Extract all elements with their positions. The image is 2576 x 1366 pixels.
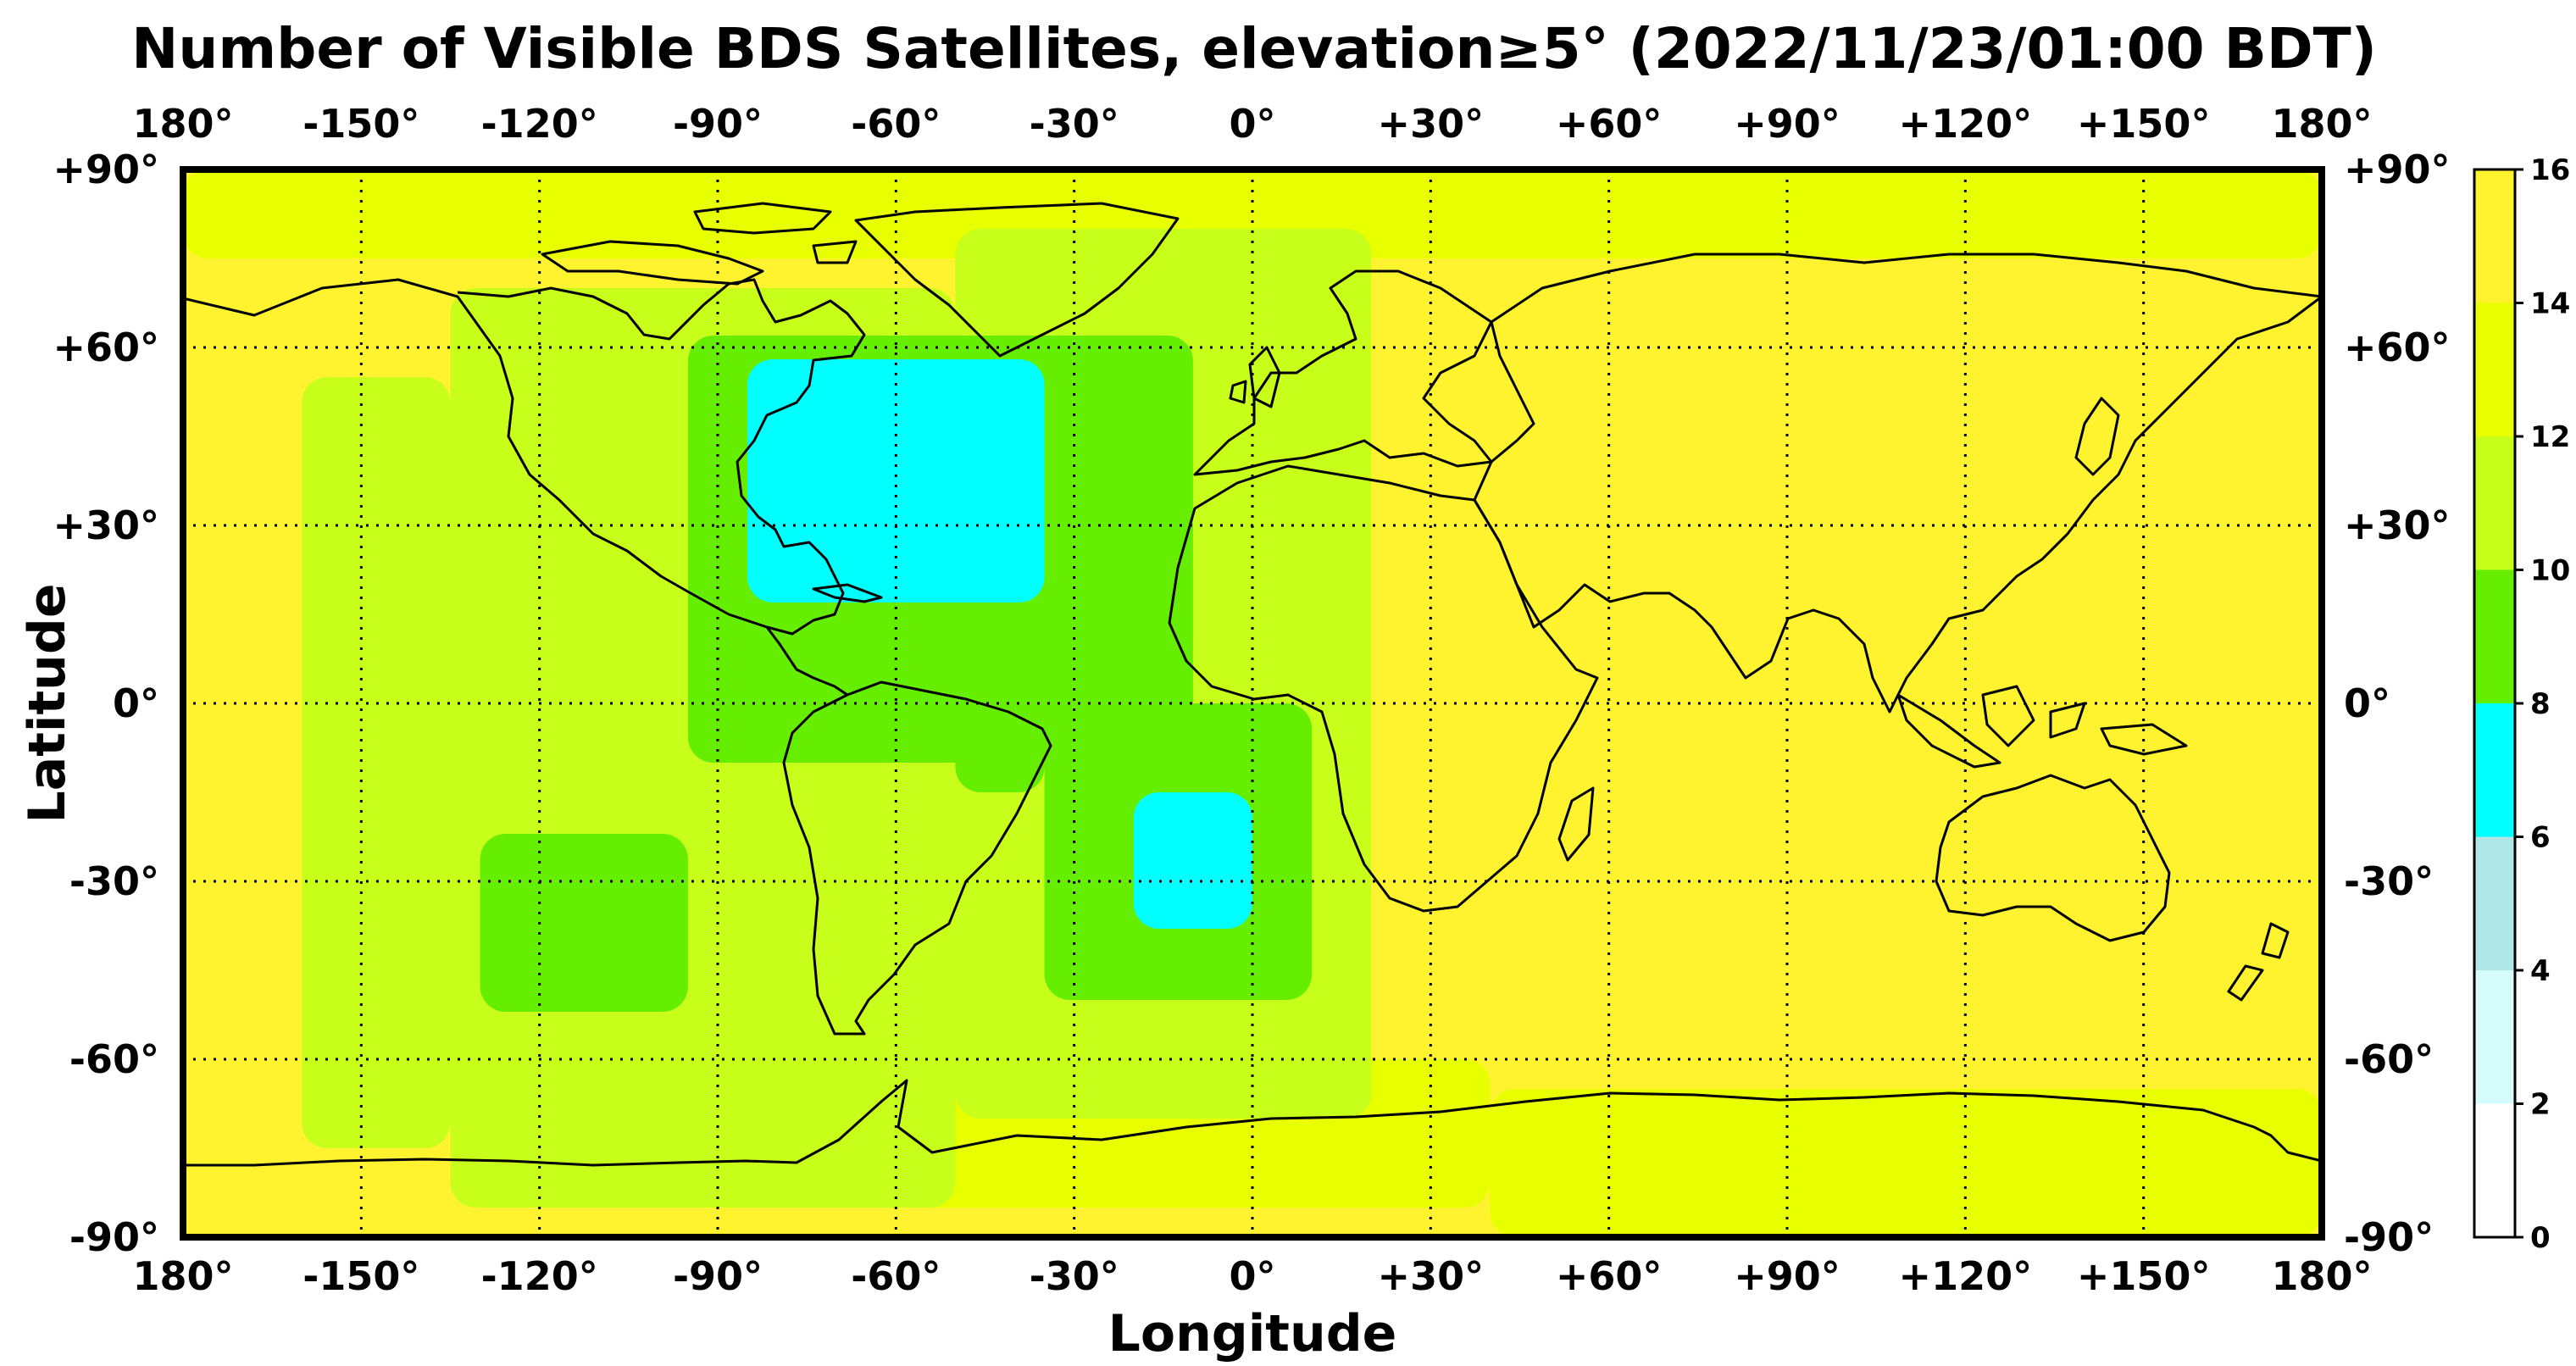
coastline-new-zealand [2227,922,2290,1002]
coastline-greenland [854,202,1180,358]
x-tick-label-top: 180° [132,101,233,147]
x-tick-label-top: +60° [1556,101,1663,147]
x-tick-label-bottom: -150° [303,1253,419,1299]
x-tick-label-bottom: -90° [673,1253,763,1299]
y-tick-label-right: -90° [2344,1214,2434,1260]
region-north-atlantic-6-8 [747,359,1045,602]
y-tick-label-left: -90° [69,1214,159,1260]
x-tick-label-top: -60° [851,101,941,147]
y-tick-label-right: 0° [2344,680,2390,726]
x-tick-label-bottom: -120° [481,1253,598,1299]
y-axis-label: Latitude [18,583,77,823]
map-frame [180,166,2325,1241]
x-tick-label-top: +150° [2077,101,2211,147]
colorbar-bin [2474,303,2515,436]
graticule [183,169,2322,1237]
coastline-south-america [782,680,1052,1036]
y-tick-labels-right: +90° +60° +30° 0° -30° -60° -90° [2344,147,2451,1260]
coastline-africa [1168,464,1599,913]
colorbar-bin [2474,169,2515,303]
x-tick-label-top: +120° [1899,101,2033,147]
coastline-japan [2074,397,2120,476]
y-tick-label-right: +90° [2344,147,2451,192]
colorbar-bin [2474,1103,2515,1237]
colorbar-tick-label: 0 [2530,1221,2551,1255]
coastline-europe [1193,269,1493,476]
colorbar-bin [2474,970,2515,1104]
colorbar-bin [2474,836,2515,970]
colorbar-bin [2474,436,2515,570]
region-south-atlantic-6-8 [1133,792,1252,929]
colorbar-tick-label: 16 [2530,153,2570,187]
x-tick-label-top: -120° [481,101,598,147]
x-tick-label-top: 0° [1229,101,1275,147]
y-tick-label-right: +30° [2344,503,2451,548]
colorbar-tick-label: 4 [2530,954,2551,988]
y-tick-label-left: 0° [113,680,159,726]
x-tick-labels-bottom: 180° -150° -120° -90° -60° -30° 0° +30° +60° +90°… [132,1253,2372,1299]
region-background-west [183,258,303,1089]
colorbar-bin [2474,569,2515,703]
x-tick-label-bottom: -30° [1030,1253,1119,1299]
y-tick-labels-left: +90° +60° +30° 0° -30° -60° -90° [53,147,159,1260]
x-tick-label-bottom: +150° [2077,1253,2211,1299]
colorbar [2474,169,2515,1237]
coastline-british-isles [1229,346,1281,408]
region-antarctic-coast-east [1490,1089,2322,1237]
region-brazil-patch-8-10 [955,733,1045,792]
coastline-arctic-islands [541,202,858,286]
region-central-pacific-patch [302,377,451,1148]
colorbar-tick-label: 2 [2530,1088,2551,1122]
y-tick-label-left: +90° [53,147,159,192]
y-tick-label-left: -60° [69,1036,159,1082]
y-tick-label-left: +60° [53,325,159,370]
y-tick-label-right: -30° [2344,858,2434,904]
x-tick-label-bottom: +30° [1378,1253,1485,1299]
colorbar-tick-label: 8 [2530,687,2551,721]
colorbar-tick-label: 14 [2530,287,2570,321]
y-tick-label-right: +60° [2344,325,2451,370]
colorbar-bin [2474,703,2515,837]
y-tick-label-left: -30° [69,858,159,904]
coastline-cuba [812,583,883,603]
x-tick-label-bottom: 0° [1229,1253,1275,1299]
x-tick-label-top: +30° [1378,101,1485,147]
coastline-australia [1935,774,2171,942]
colorbar-tick-label: 10 [2530,554,2570,588]
coastline-asia [1473,253,2322,714]
coastline-central-america [765,626,848,697]
x-tick-label-top: -90° [673,101,763,147]
x-tick-label-top: +90° [1734,101,1840,147]
y-tick-label-right: -60° [2344,1036,2434,1082]
x-tick-label-bottom: 180° [132,1253,233,1299]
coastline-madagascar [1557,786,1595,862]
coastline-indonesia [1896,685,2188,769]
x-tick-label-bottom: +60° [1556,1253,1663,1299]
colorbar-tick-labels: 0 2 4 6 8 10 12 14 16 [2515,153,2570,1255]
x-tick-label-top: -150° [303,101,419,147]
x-tick-labels-top: 180° -150° -120° -90° -60° -30° 0° +30° +60° +90°… [132,101,2372,147]
x-axis-label: Longitude [1108,1304,1397,1363]
y-tick-label-left: +30° [53,503,159,548]
coastline-antarctica [183,1079,2322,1167]
coastlines [183,202,2322,1167]
x-tick-label-bottom: +90° [1734,1253,1840,1299]
chart-title: Number of Visible BDS Satellites, elevat… [131,16,2377,81]
x-tick-label-top: -30° [1030,101,1119,147]
colorbar-tick-label: 12 [2530,420,2570,454]
x-tick-label-bottom: -60° [851,1253,941,1299]
x-tick-label-bottom: 180° [2271,1253,2372,1299]
x-tick-label-top: 180° [2271,101,2372,147]
colorbar-tick-label: 6 [2530,821,2551,855]
x-tick-label-bottom: +120° [1899,1253,2033,1299]
region-south-pacific-8-10 [480,834,688,1012]
